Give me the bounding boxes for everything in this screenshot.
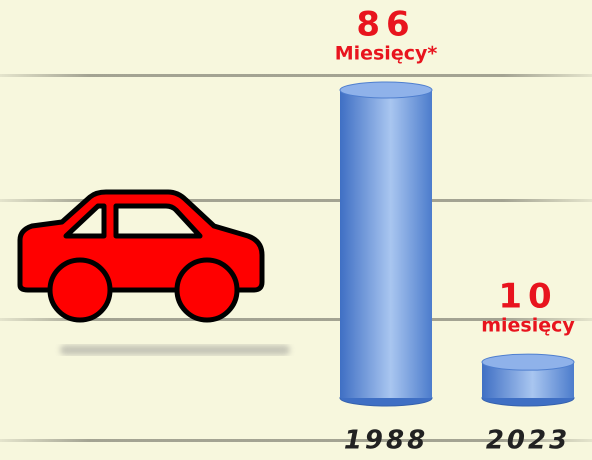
value-label: 86 — [356, 5, 415, 45]
unit-label: miesięcy — [481, 315, 575, 337]
cylinder-bar — [481, 353, 575, 407]
cylinder-top — [481, 353, 575, 371]
x-tick-label: 1988 — [344, 426, 428, 456]
x-tick-label: 2023 — [486, 426, 570, 456]
cylinder-body — [340, 90, 432, 398]
cylinder-top — [339, 81, 433, 99]
value-label: 10 — [498, 277, 557, 317]
cylinder-bar — [339, 81, 433, 407]
unit-label: Miesięcy* — [335, 43, 438, 65]
car-icon — [17, 189, 265, 323]
blurred-shadow — [60, 345, 290, 355]
background-lines — [0, 74, 592, 442]
